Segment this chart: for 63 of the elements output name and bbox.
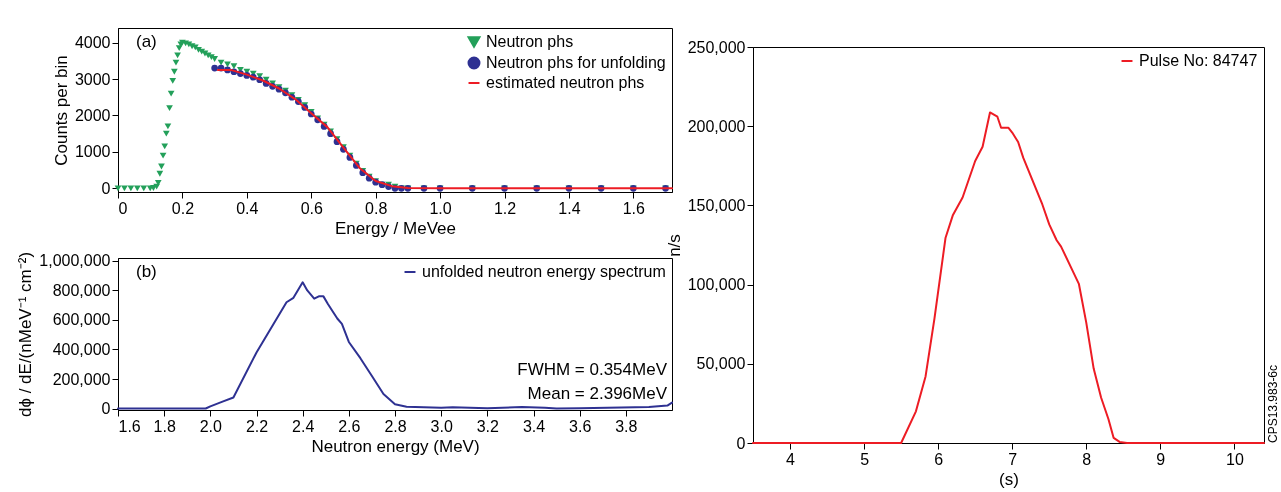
y-axis-title: n/s <box>664 234 684 257</box>
y-tick-label: 200,000 <box>687 117 746 135</box>
x-tick-label: 7 <box>1008 450 1018 468</box>
x-tick-label: 6 <box>934 450 944 468</box>
annotation: (b) <box>136 262 157 281</box>
x-tick-label: 2.0 <box>199 417 223 435</box>
x-tick-label: 4 <box>786 450 796 468</box>
x-tick-label: 1.6 <box>118 417 141 435</box>
annotation: (a) <box>136 32 157 51</box>
y-tick-label: 50,000 <box>696 355 746 373</box>
x-tick-label: 3.0 <box>430 417 453 435</box>
x-tick-label: 1.4 <box>558 199 581 217</box>
x-tick-label: 1.2 <box>493 199 517 217</box>
legend-label: estimated neutron phs <box>486 74 645 91</box>
annotation: Mean = 2.396MeV <box>527 384 668 403</box>
y-tick-label: 800,000 <box>52 281 111 299</box>
legend-label: unfolded neutron energy spectrum <box>422 263 666 280</box>
y-tick-label: 4000 <box>74 34 111 52</box>
legend-label: Neutron phs for unfolding <box>486 54 666 71</box>
x-tick-label: 3.8 <box>615 417 638 435</box>
y-tick-label: 2000 <box>74 106 111 124</box>
x-tick-label: 3.4 <box>522 417 546 435</box>
x-tick-label: 0.8 <box>365 199 388 217</box>
line-series <box>752 111 1265 444</box>
y-tick-label: 250,000 <box>687 38 746 56</box>
x-tick-label: 2.6 <box>338 417 361 435</box>
x-axis-title: Energy / MeVee <box>335 218 456 238</box>
y-tick-label: 600,000 <box>52 311 111 329</box>
y-tick-label: 0 <box>101 179 111 197</box>
annotation: FWHM = 0.354MeV <box>517 360 668 379</box>
x-tick-label: 2.4 <box>292 417 315 435</box>
x-tick-label: 1.8 <box>153 417 176 435</box>
y-tick-label: 0 <box>101 400 111 418</box>
x-tick-label: 2.8 <box>384 417 407 435</box>
y-tick-label: 100,000 <box>687 276 746 294</box>
text: CPS13.983-6c <box>1266 364 1280 443</box>
x-tick-label: 5 <box>860 450 870 468</box>
x-tick-label: 0.6 <box>300 199 323 217</box>
x-tick-label: 8 <box>1082 450 1092 468</box>
x-tick-label: 2.2 <box>245 417 269 435</box>
legend-label: Neutron phs <box>486 33 574 50</box>
x-tick-label: 3.6 <box>569 417 592 435</box>
x-tick-label: 1.6 <box>622 199 646 217</box>
x-tick-label: 0.2 <box>171 199 195 217</box>
y-axis-title: Counts per bin <box>51 55 71 166</box>
x-tick-label: 0.4 <box>236 199 259 217</box>
x-axis-title: (s) <box>999 469 1019 489</box>
x-tick-label: 9 <box>1156 450 1166 468</box>
point <box>211 64 218 72</box>
y-tick-label: 150,000 <box>687 196 746 214</box>
y-axis-title: dϕ / dE/(nMeV⁻¹ cm⁻²) <box>16 251 36 418</box>
x-tick-label: 1.0 <box>429 199 452 217</box>
x-axis-title: Neutron energy (MeV) <box>311 436 480 456</box>
legend-label: Pulse No: 84747 <box>1139 52 1258 69</box>
y-tick-label: 3000 <box>74 70 111 88</box>
y-tick-label: 200,000 <box>52 370 111 388</box>
x-tick-label: 3.2 <box>476 417 500 435</box>
y-tick-label: 400,000 <box>52 341 111 358</box>
y-tick-label: 0 <box>736 434 746 452</box>
x-tick-label: 10 <box>1225 450 1244 468</box>
x-tick-label: 0 <box>118 199 128 217</box>
y-tick-label: 1000 <box>74 143 111 161</box>
y-tick-label: 1,000,000 <box>39 252 111 270</box>
